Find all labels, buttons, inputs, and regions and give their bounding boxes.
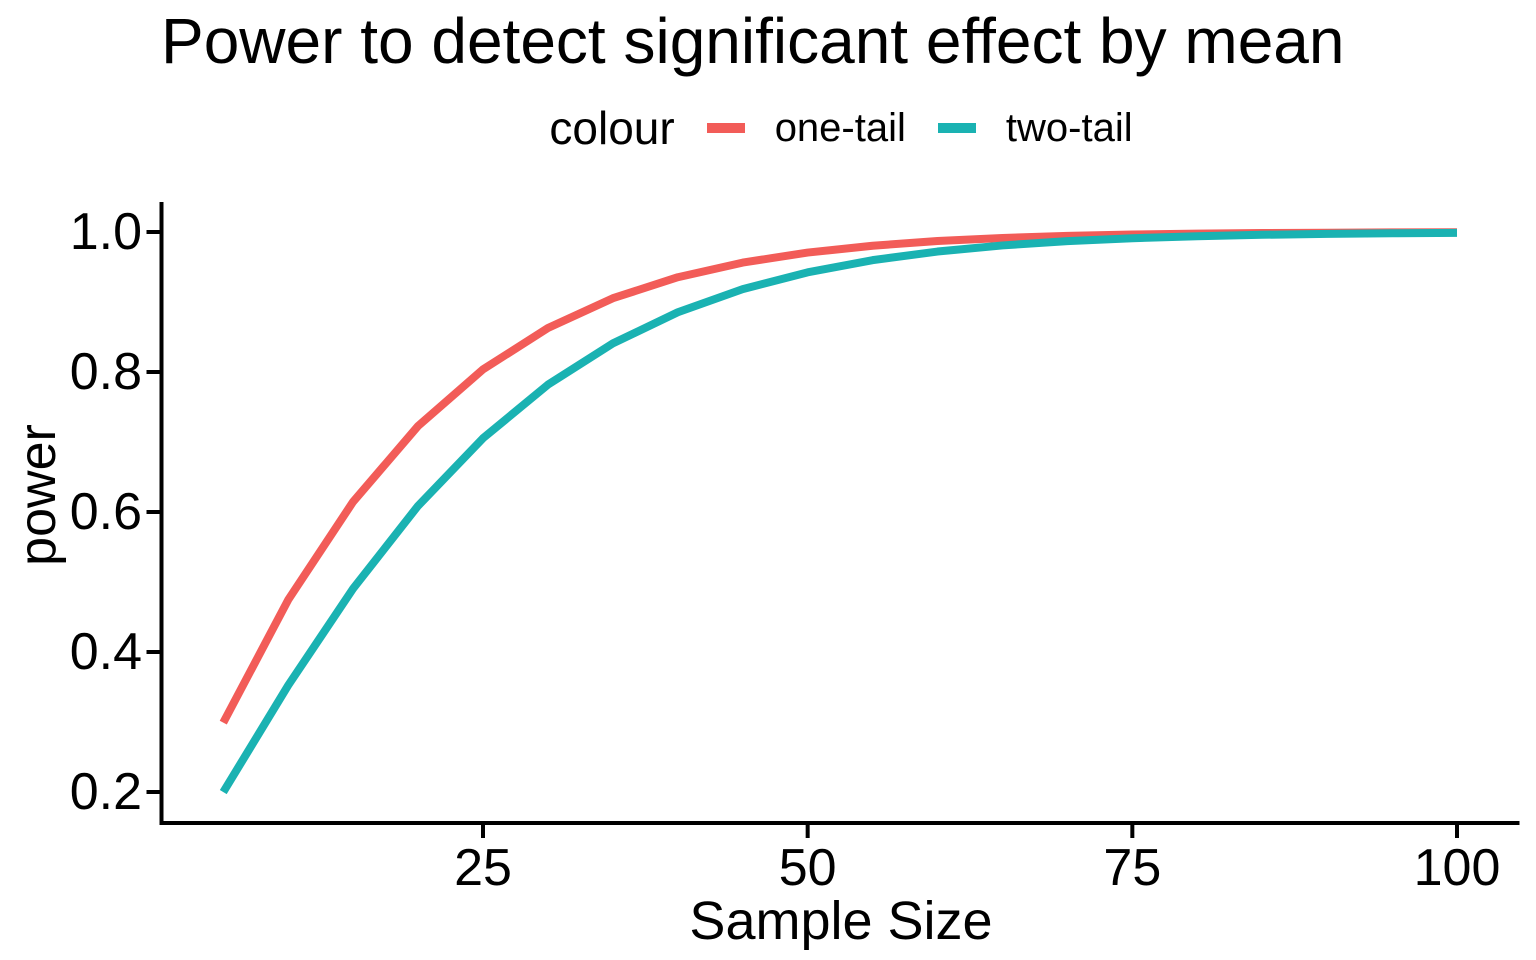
y-tick-label-0.4: 0.4 bbox=[69, 623, 142, 681]
x-tick-label-75: 75 bbox=[1103, 839, 1162, 897]
x-tick-label-25: 25 bbox=[454, 839, 512, 897]
series-line-one-tail bbox=[219, 228, 1458, 725]
legend-label-two-tail: two-tail bbox=[1005, 105, 1133, 150]
legend: colour one-tail two-tail bbox=[162, 100, 1520, 156]
x-axis-title: Sample Size bbox=[689, 891, 993, 951]
legend-label-one-tail: one-tail bbox=[774, 105, 906, 150]
legend-key-two-tail-icon bbox=[937, 123, 976, 133]
y-axis-title: power bbox=[9, 424, 67, 566]
x-tick-label-100: 100 bbox=[1413, 839, 1501, 897]
legend-key-one-tail-icon bbox=[706, 123, 745, 133]
legend-title: colour bbox=[549, 102, 675, 154]
legend-entry-one-tail: one-tail bbox=[706, 105, 906, 151]
y-tick-label-0.6: 0.6 bbox=[69, 483, 142, 541]
y-tick-label-0.2: 0.2 bbox=[69, 763, 142, 821]
series-line-two-tail bbox=[219, 228, 1458, 795]
legend-entry-two-tail: two-tail bbox=[937, 105, 1133, 151]
chart-title: Power to detect significant effect by me… bbox=[161, 5, 1345, 77]
y-tick-label-0.8: 0.8 bbox=[69, 343, 142, 401]
x-tick-label-50: 50 bbox=[778, 839, 837, 897]
y-tick-label-1.0: 1.0 bbox=[69, 203, 142, 261]
